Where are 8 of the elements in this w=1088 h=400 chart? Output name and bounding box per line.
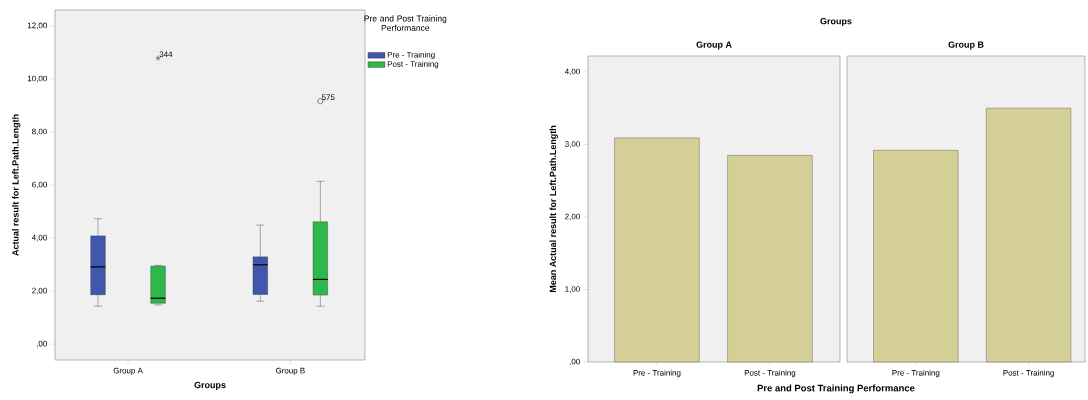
x-axis-title: Pre and Post Training Performance (757, 384, 915, 394)
chart-subtitle: Group B (948, 41, 984, 50)
y-axis-title: Actual result for Left.Path.Length (12, 114, 21, 256)
chart-title: Groups (820, 17, 852, 27)
legend-title: Pre and Post Training Performance (364, 15, 447, 31)
y-axis-title: Mean Actual result for Left.Path.Length (549, 125, 558, 293)
chart-subtitle: Group A (696, 41, 732, 50)
x-axis-title: Groups (194, 381, 226, 390)
